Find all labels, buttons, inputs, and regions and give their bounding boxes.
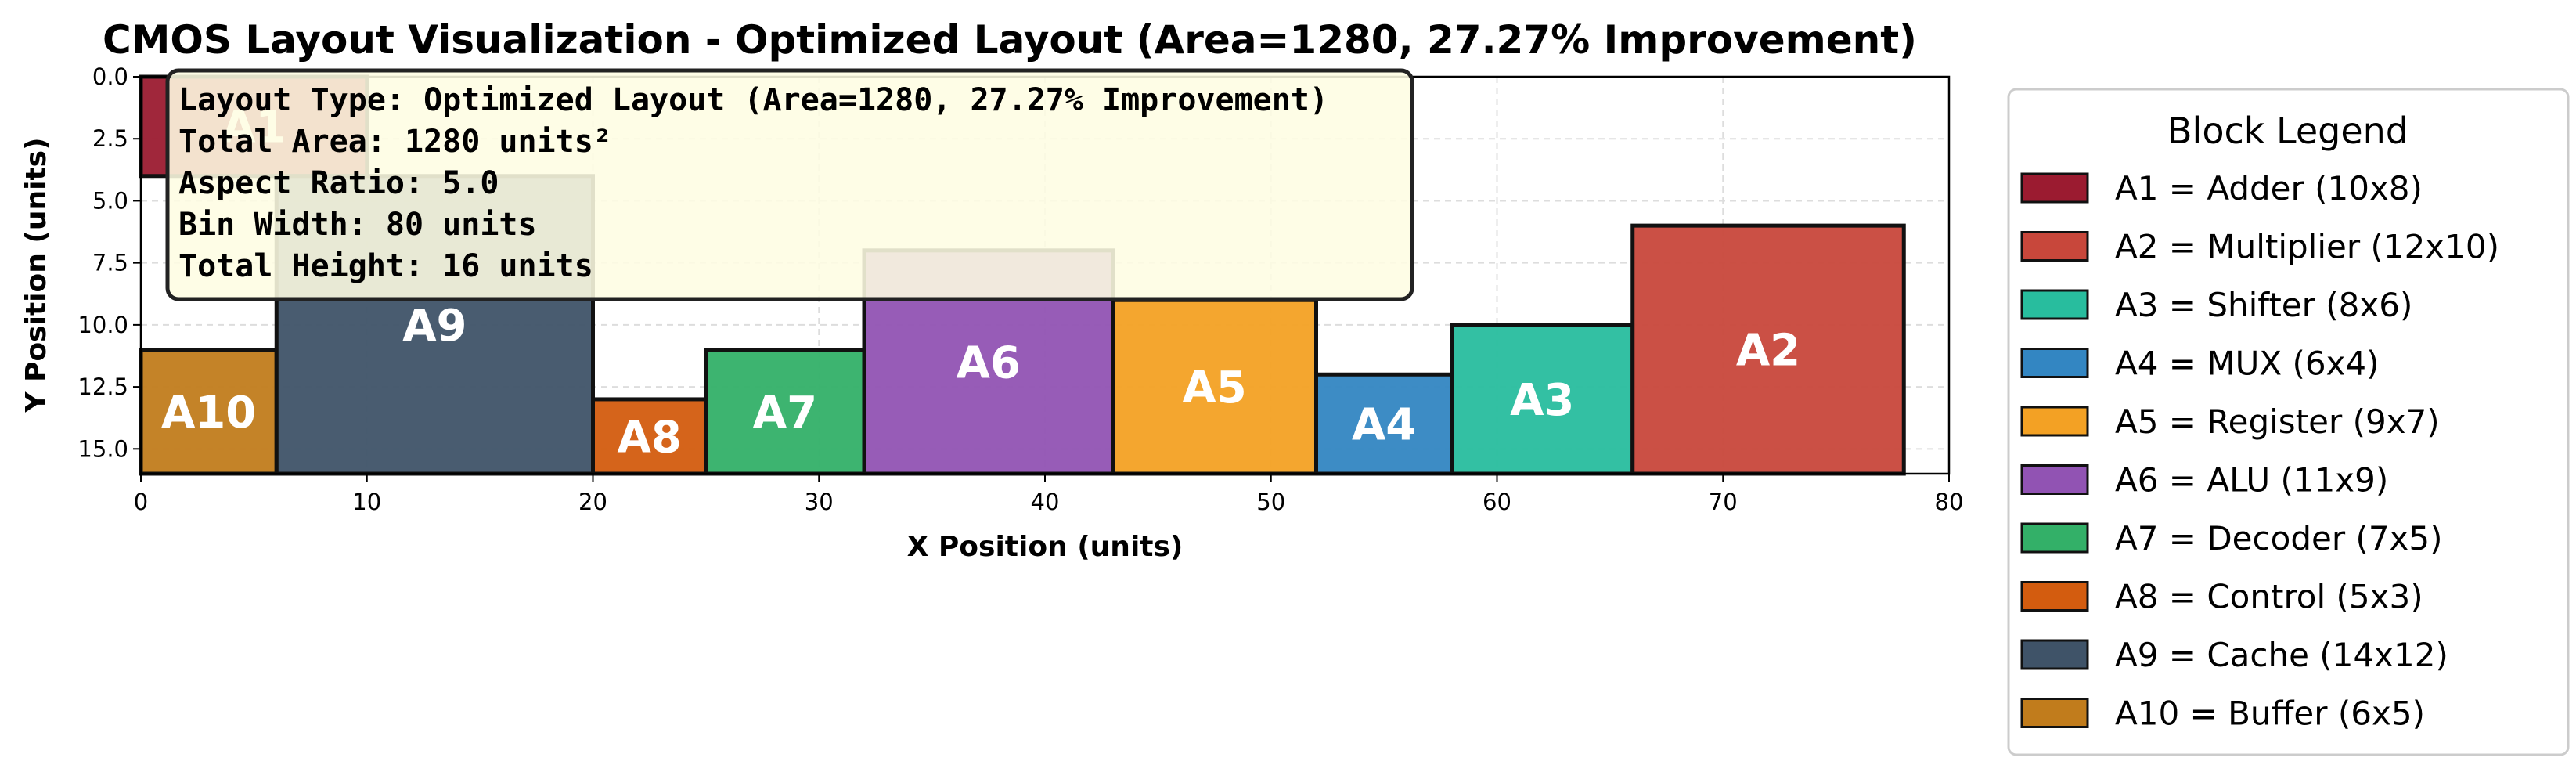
y-tick-label: 15.0: [77, 435, 128, 462]
y-axis-ticks: 0.0 2.5 5.0 7.5 10.0 12.5 15.0: [77, 63, 141, 462]
legend-label: A1 = Adder (10x8): [2115, 169, 2423, 207]
legend-label: A2 = Multiplier (12x10): [2115, 228, 2499, 266]
legend-title: Block Legend: [2167, 110, 2408, 152]
y-tick-label: 12.5: [77, 373, 128, 400]
block-label-a4: A4: [1352, 400, 1416, 451]
block-label-a9: A9: [402, 301, 467, 352]
legend-label: A10 = Buffer (6x5): [2115, 695, 2425, 733]
block-label-a5: A5: [1182, 363, 1246, 413]
y-tick-label: 2.5: [92, 125, 128, 152]
chart-title: CMOS Layout Visualization - Optimized La…: [103, 17, 1917, 63]
legend: Block Legend A1 = Adder (10x8) A2 = Multi…: [2007, 88, 2570, 756]
x-tick-label: 10: [352, 489, 381, 515]
x-tick-label: 0: [134, 489, 148, 515]
block-label-a6: A6: [957, 337, 1021, 388]
legend-swatch: [2020, 464, 2089, 495]
legend-swatch: [2020, 348, 2089, 378]
info-line: Bin Width: 80 units: [178, 207, 537, 243]
info-box-background: [165, 68, 1414, 301]
legend-label: A8 = Control (5x3): [2115, 578, 2423, 616]
block-label-a8: A8: [618, 412, 682, 463]
x-tick-label: 20: [578, 489, 607, 515]
y-tick-label: 10.0: [77, 312, 128, 338]
y-tick-label: 7.5: [92, 250, 128, 276]
legend-label: A7 = Decoder (7x5): [2115, 519, 2443, 557]
legend-label: A4 = MUX (6x4): [2115, 345, 2380, 383]
x-tick-label: 50: [1256, 489, 1285, 515]
legend-swatch: [2020, 522, 2089, 554]
legend-label: A9 = Cache (14x12): [2115, 636, 2448, 674]
info-line: Total Height: 16 units: [178, 248, 593, 284]
x-axis-ticks: 0 10 20 30 40 50 60 70 80: [134, 474, 1964, 515]
legend-swatch: [2020, 698, 2089, 728]
legend-label: A5 = Register (9x7): [2115, 402, 2440, 441]
legend-label: A3 = Shifter (8x6): [2115, 286, 2412, 324]
legend-swatch: [2020, 639, 2089, 670]
legend-frame: [2007, 88, 2570, 756]
info-line: Aspect Ratio: 5.0: [178, 165, 499, 201]
block-a2: [1630, 223, 1906, 476]
legend-swatch: [2020, 231, 2089, 262]
x-tick-label: 70: [1709, 489, 1738, 515]
x-tick-label: 40: [1031, 489, 1060, 515]
y-tick-label: 0.0: [92, 63, 128, 90]
block-label-a10: A10: [161, 388, 256, 438]
x-tick-label: 80: [1935, 489, 1964, 515]
legend-swatch: [2020, 406, 2089, 437]
block-label-a7: A7: [753, 388, 817, 438]
info-box-lines: Layout Type: Optimized Layout (Area=1280…: [178, 82, 1328, 284]
legend-swatch: [2020, 172, 2089, 204]
info-line: Total Area: 1280 units²: [178, 124, 612, 160]
layout-info-box: Layout Type: Optimized Layout (Area=1280…: [165, 68, 1414, 301]
block-label-a3: A3: [1510, 375, 1574, 426]
block-a7: [704, 348, 866, 476]
y-axis-label: Y Position (units): [20, 137, 52, 413]
legend-label: A6 = ALU (11x9): [2115, 461, 2388, 500]
x-axis-label: X Position (units): [907, 531, 1184, 563]
x-tick-label: 60: [1483, 489, 1511, 515]
legend-swatch: [2020, 289, 2089, 320]
y-tick-label: 5.0: [92, 187, 128, 214]
block-label-a2: A2: [1736, 326, 1800, 377]
block-a3: [1450, 323, 1635, 476]
info-line: Layout Type: Optimized Layout (Area=1280…: [178, 82, 1328, 118]
legend-items: A1 = Adder (10x8) A2 = Multiplier (12x10)…: [2020, 169, 2499, 733]
legend-swatch: [2020, 581, 2089, 612]
x-tick-label: 30: [805, 489, 834, 515]
